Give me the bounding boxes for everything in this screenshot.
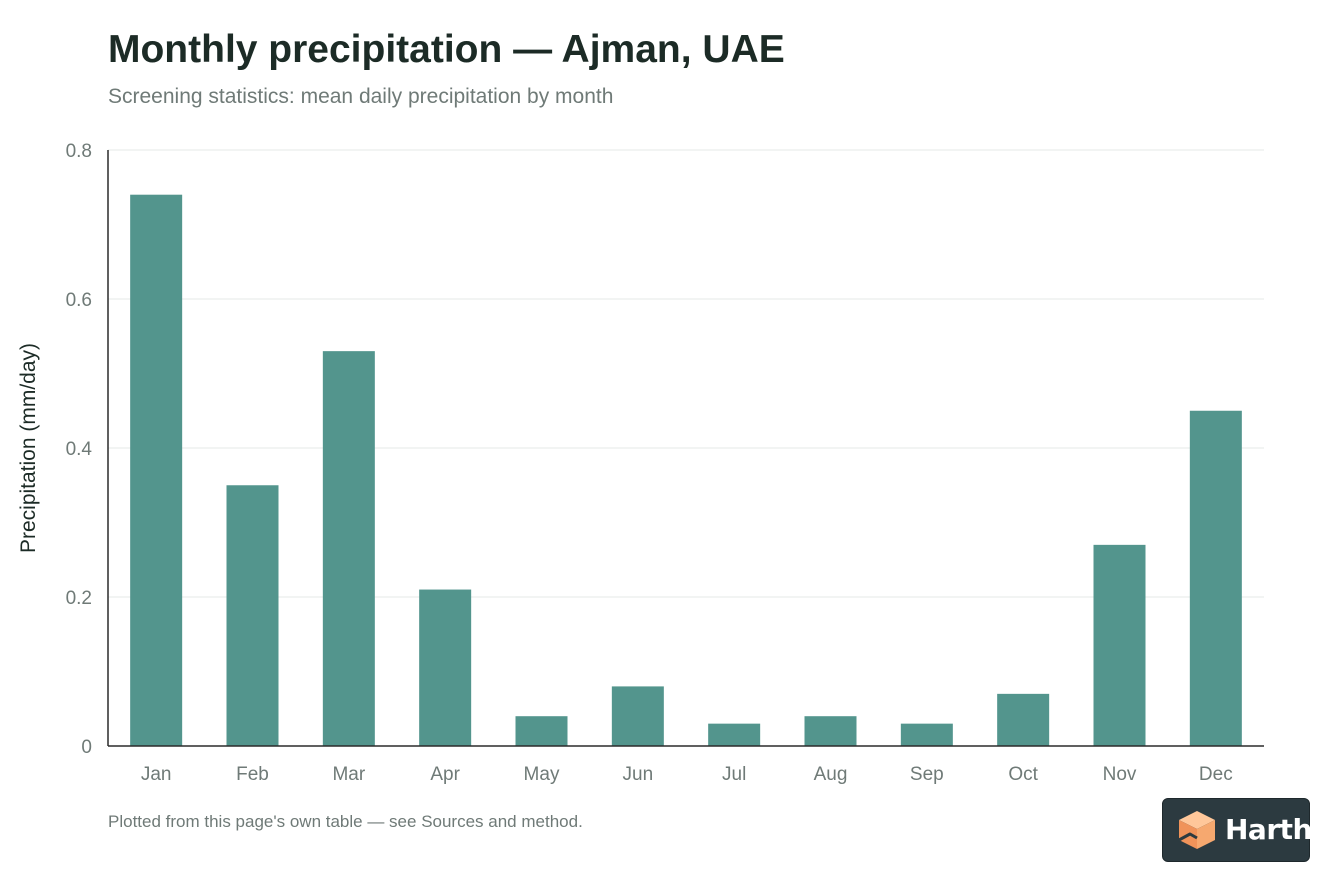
x-tick-label: Jun bbox=[623, 764, 654, 785]
bar-jan bbox=[130, 194, 183, 746]
bar-feb bbox=[226, 485, 279, 746]
bar-mar bbox=[322, 351, 375, 746]
bar-oct bbox=[997, 693, 1050, 746]
logo-text: Harth bbox=[1225, 813, 1312, 846]
y-axis-label: Precipitation (mm/day) bbox=[17, 343, 40, 553]
bar-sep bbox=[900, 723, 953, 746]
bar-dec bbox=[1189, 410, 1242, 746]
x-tick-label: Dec bbox=[1199, 764, 1233, 785]
x-tick-label: Mar bbox=[332, 764, 365, 785]
y-tick-label: 0.8 bbox=[66, 141, 92, 162]
bar-may bbox=[515, 716, 568, 746]
bar-apr bbox=[419, 589, 472, 746]
source-footnote: Plotted from this page's own table — see… bbox=[108, 812, 583, 831]
gridlines bbox=[108, 149, 1264, 598]
bar-aug bbox=[804, 716, 857, 746]
y-tick-label: 0.2 bbox=[66, 588, 92, 609]
harth-logo[interactable]: Harth bbox=[1162, 798, 1312, 862]
bar-nov bbox=[1093, 544, 1146, 746]
x-tick-label: Jan bbox=[141, 764, 172, 785]
x-tick-label: Oct bbox=[1008, 764, 1038, 785]
chart-subtitle: Screening statistics: mean daily precipi… bbox=[108, 85, 614, 108]
x-tick-label: Aug bbox=[814, 764, 848, 785]
y-tick-label: 0 bbox=[81, 737, 92, 758]
x-tick-label: Feb bbox=[236, 764, 269, 785]
y-tick-label: 0.4 bbox=[66, 439, 93, 460]
axes bbox=[107, 150, 1264, 747]
bar-jun bbox=[611, 686, 664, 746]
harth-cube-logo-icon bbox=[1178, 811, 1215, 849]
x-tick-label: May bbox=[524, 764, 560, 785]
x-tick-label: Apr bbox=[430, 764, 460, 785]
y-tick-label: 0.6 bbox=[66, 290, 92, 311]
x-tick-label: Jul bbox=[722, 764, 746, 785]
x-tick-label: Sep bbox=[910, 764, 944, 785]
bar-jul bbox=[708, 723, 761, 746]
chart-title: Monthly precipitation — Ajman, UAE bbox=[108, 28, 785, 71]
x-tick-label: Nov bbox=[1103, 764, 1137, 785]
precipitation-bar-chart: 0 0.2 0.4 0.6 0.8 Jan Feb Mar Apr May Jun Jul Aug Sep… bbox=[17, 141, 1264, 785]
bars bbox=[130, 194, 1242, 746]
tick-labels: 0 0.2 0.4 0.6 0.8 Jan Feb Mar Apr May Jun Jul Aug Sep… bbox=[17, 141, 1233, 785]
